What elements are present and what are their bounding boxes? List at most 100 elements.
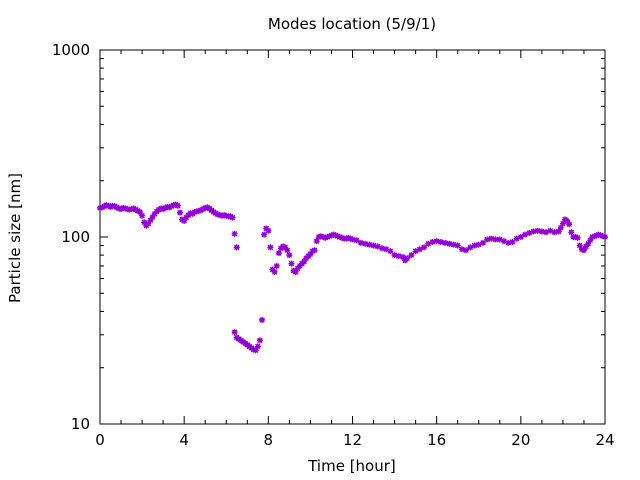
data-point <box>282 244 289 251</box>
data-point <box>597 232 604 239</box>
data-point-mark <box>149 213 156 220</box>
data-point-mark <box>587 237 594 244</box>
data-point <box>578 246 585 253</box>
data-point <box>174 202 181 209</box>
data-point-mark <box>543 229 550 236</box>
data-point <box>496 236 503 243</box>
data-point-mark <box>141 219 148 226</box>
data-point <box>288 260 295 267</box>
data-point <box>271 268 278 275</box>
data-point <box>357 239 364 246</box>
data-point <box>307 251 314 258</box>
data-point-mark <box>362 240 369 247</box>
data-point-mark <box>286 252 293 259</box>
data-point-mark <box>566 221 573 228</box>
data-point <box>408 252 415 259</box>
data-point <box>479 239 486 246</box>
data-point-mark <box>334 233 341 240</box>
data-point <box>151 210 158 217</box>
data-point <box>231 230 238 237</box>
data-point <box>320 234 327 240</box>
data-point <box>400 254 406 261</box>
data-point <box>267 244 274 251</box>
data-point <box>566 221 573 228</box>
data-point-mark <box>105 202 112 209</box>
data-point-mark <box>271 268 278 275</box>
data-point-mark <box>267 244 274 251</box>
data-point-mark <box>505 239 512 246</box>
data-point <box>324 234 331 240</box>
data-point-mark <box>574 234 581 241</box>
y-axis: 10 100 1000 <box>52 41 605 433</box>
data-point <box>280 243 287 250</box>
data-point <box>526 230 533 237</box>
data-point-mark <box>555 228 562 235</box>
data-point <box>229 214 236 221</box>
data-point-mark <box>345 234 352 241</box>
data-point-mark <box>395 253 402 260</box>
data-point-mark <box>101 203 108 210</box>
data-point-mark <box>172 201 179 208</box>
data-point-mark <box>254 343 261 350</box>
data-point-mark <box>585 240 592 247</box>
data-point-mark <box>273 262 280 269</box>
data-point <box>587 237 594 244</box>
data-point-mark <box>593 232 600 239</box>
y-tick-label: 1000 <box>52 41 90 59</box>
data-point-mark <box>509 239 516 246</box>
data-point <box>412 248 419 255</box>
data-point-mark <box>336 234 343 240</box>
data-point-mark <box>425 240 432 247</box>
data-point <box>555 228 562 235</box>
data-point <box>583 243 590 250</box>
data-point <box>275 250 282 257</box>
data-point <box>286 252 293 259</box>
data-point-mark <box>322 234 329 241</box>
data-point-mark <box>488 235 495 242</box>
data-point-mark <box>387 248 394 255</box>
data-point-mark <box>275 250 282 257</box>
data-point-mark <box>471 242 478 249</box>
data-point <box>292 268 299 275</box>
data-point <box>252 347 259 354</box>
data-point <box>488 235 495 242</box>
data-point-mark <box>338 234 345 241</box>
data-point-mark <box>599 233 606 240</box>
data-point <box>429 239 436 246</box>
data-point-mark <box>366 241 373 248</box>
x-tick-label: 0 <box>95 431 105 449</box>
data-point-mark <box>347 235 354 242</box>
data-point <box>551 229 558 236</box>
data-point <box>492 236 499 243</box>
data-point-mark <box>307 251 314 258</box>
data-point-mark <box>174 202 181 209</box>
data-point-mark <box>292 268 299 275</box>
data-point <box>269 266 276 273</box>
data-point-mark <box>475 241 482 248</box>
y-tick-label: 10 <box>71 415 90 433</box>
data-point <box>416 246 423 253</box>
data-point-mark <box>602 234 608 240</box>
data-point <box>387 248 394 255</box>
data-point-mark <box>168 203 175 210</box>
data-point-mark <box>463 247 470 254</box>
data-point-mark <box>139 212 146 219</box>
data-point <box>168 203 175 210</box>
data-point-mark <box>484 236 491 243</box>
data-point <box>145 220 152 227</box>
data-point-mark <box>284 247 291 254</box>
data-point <box>336 234 343 240</box>
data-point <box>501 238 507 245</box>
data-point-mark <box>501 238 507 245</box>
data-point-mark <box>320 234 327 240</box>
data-point-mark <box>492 236 499 243</box>
data-point <box>176 209 183 216</box>
data-point <box>273 262 280 269</box>
data-point <box>374 243 381 250</box>
data-point <box>149 213 156 220</box>
data-point-mark <box>404 255 411 262</box>
data-point-mark <box>597 232 604 239</box>
data-point <box>576 242 583 249</box>
data-point-mark <box>353 237 360 244</box>
data-point-mark <box>332 232 339 239</box>
